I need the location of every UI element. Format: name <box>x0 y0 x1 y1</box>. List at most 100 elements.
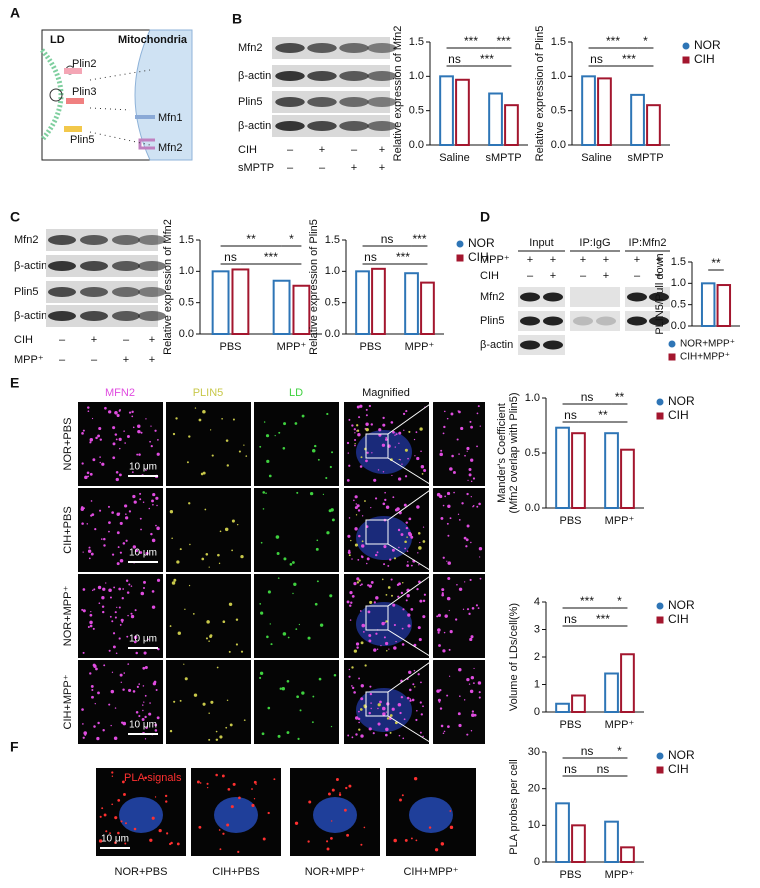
significance-label: ns <box>364 250 377 264</box>
signal <box>156 716 160 720</box>
y-tick-label: 2 <box>534 651 540 663</box>
signal <box>225 439 229 442</box>
blot <box>518 335 565 355</box>
zoom-line <box>387 629 434 659</box>
signal <box>355 733 358 736</box>
signal <box>120 820 123 823</box>
signal <box>446 417 449 420</box>
signal <box>398 582 401 586</box>
signal <box>145 469 147 471</box>
signal <box>356 581 360 584</box>
y-tick-label: 0.5 <box>179 297 194 309</box>
signal <box>459 695 461 698</box>
micrograph <box>433 574 485 658</box>
signal <box>397 595 400 598</box>
y-tick-label: 0.0 <box>409 139 424 151</box>
signal <box>287 636 290 639</box>
band <box>367 97 397 107</box>
bar <box>555 426 570 510</box>
signal <box>405 409 408 413</box>
signal <box>351 666 354 669</box>
signal <box>338 793 342 797</box>
signal <box>403 718 406 721</box>
signal <box>98 839 103 843</box>
signal <box>170 841 173 845</box>
signal <box>377 703 381 707</box>
signal <box>456 438 459 441</box>
signal <box>388 648 390 650</box>
signal <box>90 684 94 688</box>
signal <box>156 452 160 456</box>
signal <box>346 479 350 482</box>
signal <box>144 666 148 670</box>
signal <box>235 643 239 646</box>
signal <box>150 445 153 448</box>
y-tick-label: 0.0 <box>671 320 686 332</box>
micrograph <box>166 660 251 744</box>
signal <box>142 501 145 503</box>
signal <box>331 788 335 792</box>
signal <box>259 603 262 605</box>
signal <box>308 800 312 804</box>
signal <box>219 530 222 533</box>
signal <box>240 554 244 559</box>
signal <box>472 504 475 507</box>
signal <box>156 504 158 507</box>
signal <box>458 453 460 455</box>
signal <box>406 550 409 552</box>
signal <box>198 418 202 422</box>
signal <box>286 731 290 734</box>
signal <box>259 445 262 448</box>
signal <box>394 446 396 448</box>
signal <box>462 608 465 610</box>
signal <box>356 405 360 409</box>
signal <box>89 438 94 442</box>
signal <box>448 648 451 651</box>
signal <box>307 840 310 843</box>
signal <box>188 435 191 438</box>
signal <box>354 527 358 531</box>
signal <box>391 548 395 552</box>
signal <box>137 429 141 434</box>
significance-label: ns <box>581 390 594 404</box>
y-tick-label: 0.5 <box>671 299 686 311</box>
band <box>112 287 140 297</box>
signal <box>443 730 446 733</box>
signal <box>90 552 94 556</box>
significance-label: ns <box>564 408 577 422</box>
signal <box>205 553 209 556</box>
signal <box>125 579 129 582</box>
signal <box>359 404 363 408</box>
signal <box>266 459 270 463</box>
signal <box>245 455 248 457</box>
signal <box>128 510 132 513</box>
signal <box>192 613 195 615</box>
signal <box>122 721 127 726</box>
legend-label: NOR <box>468 236 495 250</box>
y-tick-label: 1.0 <box>551 70 566 82</box>
significance-label: ns <box>564 612 577 626</box>
signal <box>415 431 418 434</box>
y-tick-label: 1.0 <box>325 265 340 277</box>
band <box>649 316 669 326</box>
signal <box>114 707 117 709</box>
signal <box>370 702 372 704</box>
column-header: Magnified <box>362 387 410 399</box>
signal <box>219 735 223 739</box>
signal <box>89 613 93 617</box>
signal <box>348 517 351 519</box>
band <box>367 71 397 81</box>
signal <box>358 677 360 680</box>
panel-label: D <box>480 209 490 225</box>
signal <box>149 440 151 443</box>
signal <box>169 510 174 514</box>
signal <box>377 469 380 471</box>
bar <box>439 75 454 146</box>
legend-marker <box>682 42 690 50</box>
signal <box>458 519 461 521</box>
signal <box>154 796 157 798</box>
signal <box>437 631 440 634</box>
significance-label: * <box>289 232 294 246</box>
signal <box>418 546 422 550</box>
signal <box>154 723 158 727</box>
